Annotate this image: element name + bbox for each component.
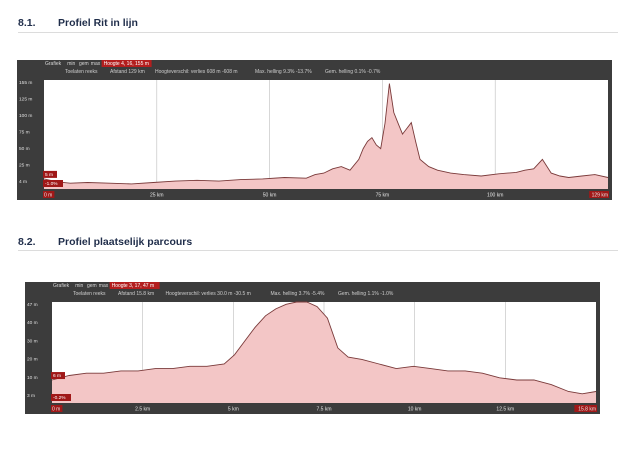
- stat-4: Gem. helling 0.1% -0.7%: [325, 69, 381, 75]
- y-tick-label: 100 m: [19, 113, 32, 119]
- hoogte-label: Hoogte 3, 17, 47 m: [112, 283, 155, 289]
- legend-min: min: [67, 61, 75, 67]
- stat-3: Max. helling 9.3% -13.7%: [255, 69, 312, 75]
- legend-gem: gem: [87, 283, 97, 289]
- legend-max: max: [99, 283, 109, 289]
- elevation-chart-svg: Grafiek min gem max Hoogte 4, 16, 155 m Toela…: [19, 60, 609, 199]
- legend-gem: gem: [79, 61, 89, 67]
- y-tick-label: 75 m: [19, 130, 30, 136]
- legend-grafiek: Grafiek: [53, 283, 70, 289]
- start-height-label: 5 m: [45, 172, 53, 178]
- stat-4: Gem. helling 1.1% -1.0%: [338, 291, 394, 297]
- y-tick-label: 40 m: [27, 320, 38, 326]
- y-tick-label: 10 m: [27, 375, 38, 381]
- y-tick-label: 50 m: [19, 146, 30, 152]
- x-tick-label: 25 km: [150, 193, 164, 199]
- legend-grafiek: Grafiek: [45, 61, 62, 67]
- x-tick-badge: [574, 405, 597, 412]
- y-tick-label: 25 m: [19, 163, 30, 169]
- hoogte-label: Hoogte 4, 16, 155 m: [104, 61, 149, 67]
- elevation-area: [52, 302, 596, 403]
- hoogte-badge: [109, 282, 160, 289]
- elevation-area: [44, 83, 608, 189]
- elevation-chart-rit: Grafiek min gem max Hoogte 4, 16, 155 m Toela…: [17, 60, 612, 200]
- legend-min: min: [75, 283, 83, 289]
- section-title: Profiel Rit in lijn: [58, 17, 138, 29]
- section-heading-8-2: 8.2. Profiel plaatselijk parcours: [18, 236, 192, 248]
- x-tick-label: 100 km: [487, 193, 503, 199]
- start-grade-label: -1.0%: [45, 181, 58, 187]
- plot-area: [44, 80, 608, 189]
- y-tick-label: 4 m: [19, 179, 27, 185]
- x-tick-label: 5 km: [228, 407, 239, 413]
- y-tick-label: 30 m: [27, 338, 38, 344]
- x-tick-label: 7.5 km: [316, 407, 331, 413]
- x-tick-label: 15.8 km: [578, 407, 596, 413]
- start-grade-badge: [43, 180, 63, 187]
- y-tick-label: 47 m: [27, 302, 38, 308]
- x-tick-badge: [51, 405, 63, 412]
- elevation-chart-svg: Grafiek min gem max Hoogte 3, 17, 47 m Toelat…: [27, 282, 597, 413]
- stat-0: Toelaten reeks: [73, 291, 106, 297]
- start-grade-label: -0.2%: [53, 395, 66, 401]
- x-tick-label: 10 km: [408, 407, 422, 413]
- x-tick-label: 2.5 km: [135, 407, 150, 413]
- section-divider: [18, 250, 618, 251]
- elevation-chart-parcours: Grafiek min gem max Hoogte 3, 17, 47 m Toelat…: [25, 282, 600, 414]
- x-tick-label: 75 km: [376, 193, 390, 199]
- start-height-label: 6 m: [53, 373, 61, 379]
- x-tick-badge: [589, 191, 609, 198]
- x-tick-label: 0 m: [52, 407, 60, 413]
- start-height-badge: [51, 372, 65, 380]
- x-tick-label: 12.5 km: [496, 407, 514, 413]
- legend-max: max: [91, 61, 101, 67]
- start-grade-badge: [51, 394, 71, 401]
- stat-3: Max. helling 3.7% -5.4%: [271, 291, 325, 297]
- y-tick-label: 3 m: [27, 393, 35, 399]
- section-heading-8-1: 8.1. Profiel Rit in lijn: [18, 17, 138, 29]
- y-tick-label: 155 m: [19, 80, 32, 86]
- section-number: 8.2.: [18, 236, 36, 248]
- section-divider: [18, 32, 618, 33]
- x-tick-badge: [43, 191, 55, 198]
- y-tick-label: 125 m: [19, 97, 32, 103]
- section-title: Profiel plaatselijk parcours: [58, 236, 193, 248]
- stat-0: Toelaten reeks: [65, 69, 98, 75]
- hoogte-badge: [101, 60, 152, 67]
- start-height-badge: [43, 170, 57, 178]
- y-tick-label: 20 m: [27, 357, 38, 363]
- x-tick-label: 50 km: [263, 193, 277, 199]
- stat-2: Hoogteverschil: verlies 608 m -608 m: [155, 69, 238, 75]
- stat-1: Afstand 129 km: [110, 69, 145, 75]
- x-tick-label: 0 m: [44, 193, 52, 199]
- x-tick-label: 129 km: [592, 193, 608, 199]
- elevation-line: [51, 301, 597, 395]
- stat-2: Hoogteverschil: verlies 30.0 m -30.5 m: [166, 291, 251, 297]
- stat-1: Afstand 15.8 km: [118, 291, 154, 297]
- elevation-line: [43, 83, 609, 185]
- section-number: 8.1.: [18, 17, 36, 29]
